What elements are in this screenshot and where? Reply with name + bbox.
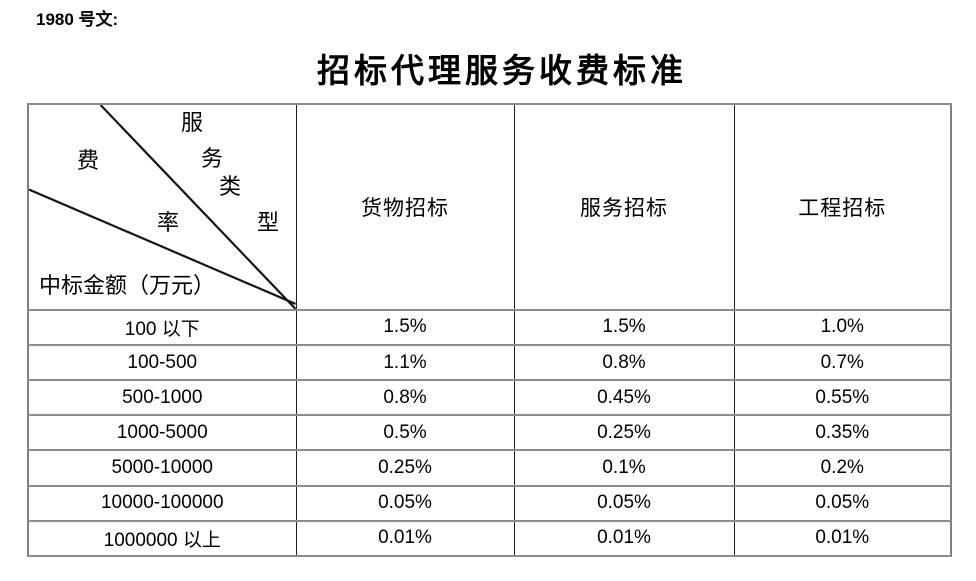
fee-cell: 1.0% (733, 308, 952, 347)
table-row: 10000-100000 0.05% 0.05% 0.05% (27, 484, 952, 522)
amount-range-cell: 100 以下 (27, 308, 297, 347)
doc-number-label: 1980 号文: (36, 10, 119, 29)
table-row: 100-500 1.1% 0.8% 0.7% (27, 344, 952, 382)
fee-cell: 1.5% (513, 308, 735, 347)
fee-cell: 0.05% (513, 484, 735, 522)
table-row: 1000000 以上 0.01% 0.01% 0.01% (27, 519, 952, 558)
diagonal-lines (29, 105, 296, 309)
fee-cell: 0.25% (513, 414, 735, 452)
fee-cell: 0.01% (733, 519, 952, 558)
fee-rate-char-1: 费 (77, 149, 100, 174)
fee-cell: 0.05% (295, 484, 515, 522)
amount-range-cell: 5000-10000 (27, 449, 297, 487)
service-type-char-4: 型 (257, 211, 280, 236)
fee-cell: 1.5% (295, 308, 515, 347)
column-header-service: 服务招标 (513, 103, 735, 311)
fee-cell: 0.55% (733, 379, 952, 417)
amount-range-cell: 10000-100000 (27, 484, 297, 522)
fee-cell: 0.35% (733, 414, 952, 452)
fee-cell: 0.8% (295, 379, 515, 417)
fee-cell: 0.05% (733, 484, 952, 522)
amount-range-cell: 100-500 (27, 344, 297, 382)
fee-cell: 0.1% (513, 449, 735, 487)
table-header-row: 服 务 类 型 费 率 中标金额（万元） 货物招标 服务招标 工程招标 (27, 103, 952, 311)
fee-cell: 1.1% (295, 344, 515, 382)
amount-range-cell: 1000-5000 (27, 414, 297, 452)
table-row: 100 以下 1.5% 1.5% 1.0% (27, 308, 952, 347)
page-title: 招标代理服务收费标准 (317, 51, 687, 90)
fee-standard-table: 服 务 类 型 费 率 中标金额（万元） 货物招标 服务招标 工程招标 100 … (27, 103, 952, 558)
table-row: 5000-10000 0.25% 0.1% 0.2% (27, 449, 952, 487)
amount-axis-label: 中标金额（万元） (39, 274, 216, 299)
amount-range-cell: 500-1000 (27, 379, 297, 417)
fee-cell: 0.45% (513, 379, 735, 417)
service-type-char-3: 类 (219, 175, 242, 200)
fee-cell: 0.2% (733, 449, 952, 487)
diagonal-corner-content: 服 务 类 型 费 率 中标金额（万元） (29, 105, 296, 309)
table-row: 500-1000 0.8% 0.45% 0.55% (27, 379, 952, 417)
fee-cell: 0.01% (513, 519, 735, 558)
fee-rate-char-2: 率 (157, 211, 180, 236)
column-header-engineering: 工程招标 (733, 103, 952, 311)
fee-cell: 0.25% (295, 449, 515, 487)
service-type-char-2: 务 (201, 147, 224, 172)
diagonal-corner-cell: 服 务 类 型 费 率 中标金额（万元） (27, 103, 297, 311)
amount-range-cell: 1000000 以上 (27, 519, 297, 558)
fee-cell: 0.8% (513, 344, 735, 382)
table-row: 1000-5000 0.5% 0.25% 0.35% (27, 414, 952, 452)
fee-cell: 0.5% (295, 414, 515, 452)
service-type-char-1: 服 (181, 111, 204, 136)
fee-cell: 0.01% (295, 519, 515, 558)
fee-cell: 0.7% (733, 344, 952, 382)
column-header-goods: 货物招标 (295, 103, 515, 311)
